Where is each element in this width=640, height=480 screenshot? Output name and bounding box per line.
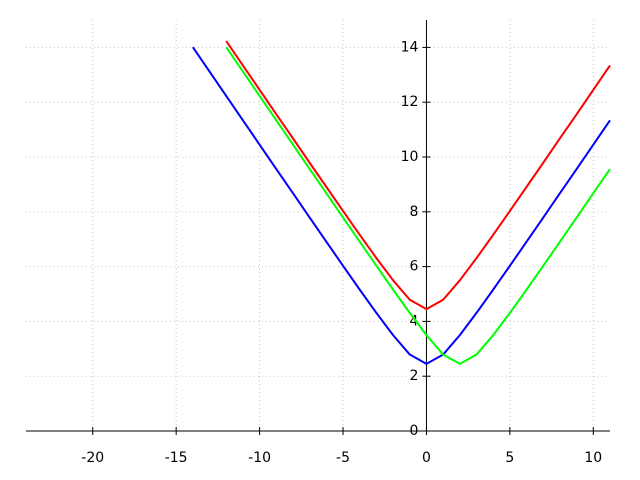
series-line [192,46,611,365]
series-line [225,46,611,365]
y-tick-label: 6 [410,259,419,275]
y-tick-label: 4 [410,313,419,329]
series-line [225,40,611,311]
x-tick-label: 10 [584,450,602,466]
y-tick-label: 10 [401,149,419,165]
y-tick-label: 0 [410,423,419,439]
x-tick-label: -5 [336,450,350,466]
y-tick-label: 8 [410,204,419,220]
y-tick-label: 14 [401,39,419,55]
x-tick-label: -10 [248,450,271,466]
y-tick-label: 12 [401,94,419,110]
x-tick-label: 0 [422,450,431,466]
y-tick-label: 2 [410,368,419,384]
x-tick-label: 5 [505,450,514,466]
x-tick-label: -15 [165,450,188,466]
x-tick-label: -20 [81,450,104,466]
